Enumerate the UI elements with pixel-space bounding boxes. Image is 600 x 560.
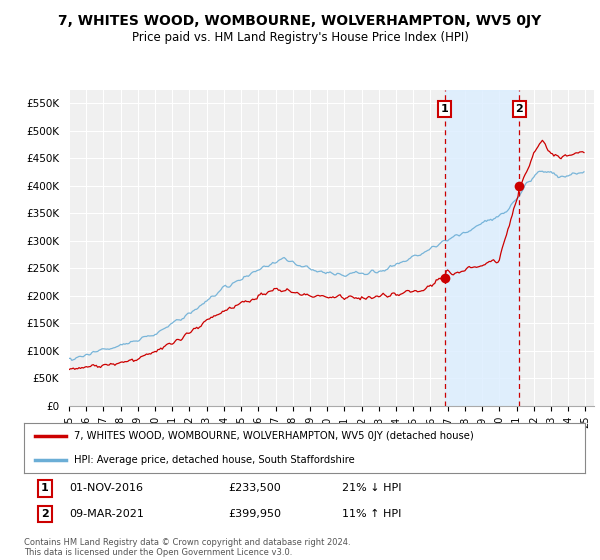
Text: 1: 1 (41, 483, 49, 493)
Text: Price paid vs. HM Land Registry's House Price Index (HPI): Price paid vs. HM Land Registry's House … (131, 31, 469, 44)
Text: 7, WHITES WOOD, WOMBOURNE, WOLVERHAMPTON, WV5 0JY (detached house): 7, WHITES WOOD, WOMBOURNE, WOLVERHAMPTON… (74, 431, 474, 441)
Text: £399,950: £399,950 (228, 509, 281, 519)
Text: 7, WHITES WOOD, WOMBOURNE, WOLVERHAMPTON, WV5 0JY: 7, WHITES WOOD, WOMBOURNE, WOLVERHAMPTON… (58, 14, 542, 28)
Text: 1: 1 (441, 104, 449, 114)
Text: Contains HM Land Registry data © Crown copyright and database right 2024.
This d: Contains HM Land Registry data © Crown c… (24, 538, 350, 557)
Text: HPI: Average price, detached house, South Staffordshire: HPI: Average price, detached house, Sout… (74, 455, 355, 465)
Bar (445, 90, 520, 406)
Text: 11% ↑ HPI: 11% ↑ HPI (342, 509, 401, 519)
Text: 2: 2 (515, 104, 523, 114)
Text: £233,500: £233,500 (228, 483, 281, 493)
Text: 01-NOV-2016: 01-NOV-2016 (69, 483, 143, 493)
Text: 09-MAR-2021: 09-MAR-2021 (69, 509, 144, 519)
Text: 21% ↓ HPI: 21% ↓ HPI (342, 483, 401, 493)
Text: 2: 2 (41, 509, 49, 519)
